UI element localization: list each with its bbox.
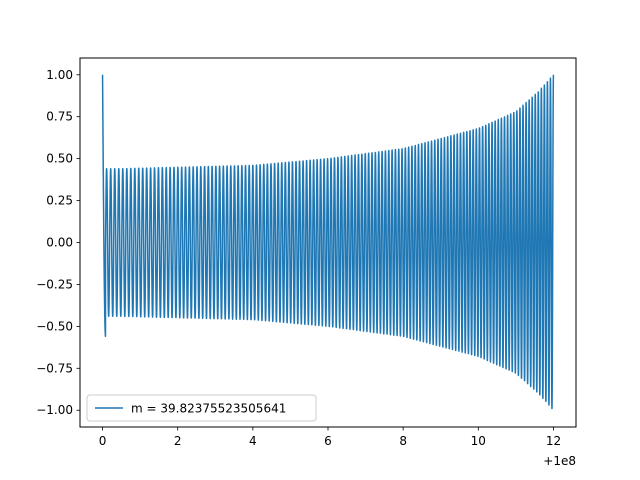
y-tick-label: 0.50 (46, 152, 73, 166)
x-tick-label: 12 (546, 434, 561, 448)
legend[interactable]: m = 39.82375523505641 (86, 394, 317, 422)
x-tick-label: 10 (471, 434, 486, 448)
legend-label: m = 39.82375523505641 (131, 402, 286, 416)
y-tick-label: −0.50 (36, 319, 73, 333)
y-tick-label: 1.00 (46, 68, 73, 82)
x-tick-label: 6 (324, 434, 332, 448)
y-axis: −1.00 −0.75 −0.50 −0.25 0.00 0.25 0.50 0.75 1.00 (36, 68, 80, 417)
y-tick-label: 0.75 (46, 110, 73, 124)
plot-area (101, 74, 555, 410)
x-tick-label: 2 (174, 434, 182, 448)
y-tick-label: −1.00 (36, 403, 73, 417)
y-tick-label: −0.75 (36, 361, 73, 375)
x-tick-label: 4 (249, 434, 257, 448)
x-tick-label: 8 (399, 434, 407, 448)
x-offset-label: +1e8 (543, 454, 576, 468)
x-axis: 0 2 4 6 8 10 12 (99, 427, 561, 448)
legend-box (86, 394, 317, 422)
y-tick-label: 0.25 (46, 194, 73, 208)
series-line (101, 74, 555, 410)
y-tick-label: 0.00 (46, 236, 73, 250)
y-tick-label: −0.25 (36, 277, 73, 291)
x-tick-label: 0 (99, 434, 107, 448)
